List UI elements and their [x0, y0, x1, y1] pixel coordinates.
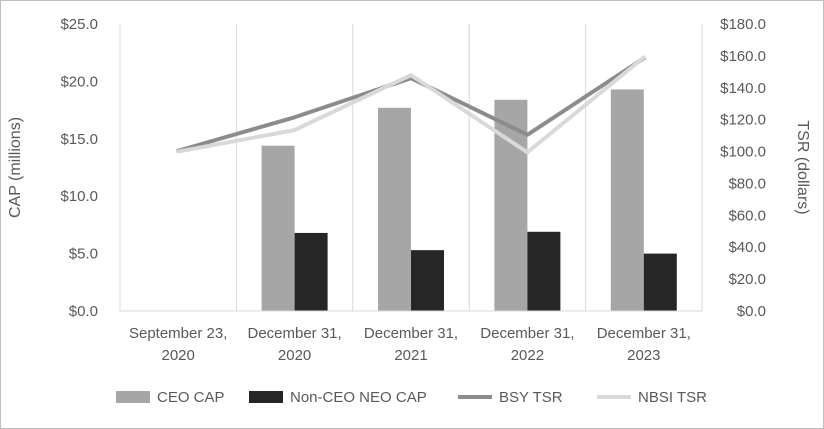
y-left-tick-label: $20.0 — [60, 73, 98, 90]
y-right-tick-label: $60.0 — [728, 207, 766, 224]
x-tick-label: 2023 — [627, 347, 660, 364]
y-right-tick-label: $80.0 — [728, 175, 766, 192]
x-tick-label: 2020 — [162, 347, 195, 364]
y-right-tick-label: $0.0 — [737, 303, 766, 320]
y-right-tick-label: $40.0 — [728, 239, 766, 256]
y-left-axis-title: CAP (millions) — [7, 117, 24, 218]
y-right-axis-title: TSR (dollars) — [794, 120, 811, 214]
bar-ceo-cap-2 — [378, 107, 411, 311]
legend-label: BSY TSR — [499, 389, 563, 406]
legend-swatch — [249, 391, 283, 403]
x-tick-label: December 31, — [597, 325, 691, 342]
bar-ceo-cap-4 — [610, 89, 644, 311]
bar-ceo-cap-1 — [261, 145, 295, 311]
y-right-tick-label: $160.0 — [720, 48, 766, 65]
x-tick-label: 2020 — [278, 347, 311, 364]
x-tick-label: September 23, — [129, 325, 227, 342]
bar-non-ceo-neo-cap-1 — [294, 232, 328, 311]
x-tick-label: December 31, — [480, 325, 574, 342]
y-left-tick-label: $25.0 — [60, 16, 98, 33]
legend-label: NBSI TSR — [638, 389, 707, 406]
x-tick-label: 2021 — [394, 347, 427, 364]
axes: $0.0 $5.0 $10.0 $15.0 $20.0 $25.0 $0.0 $20.0 $40… — [7, 16, 811, 364]
x-tick-label: December 31, — [364, 325, 458, 342]
y-left-tick-label: $10.0 — [60, 188, 98, 205]
legend-label: Non-CEO NEO CAP — [290, 389, 427, 406]
line-nbsi-tsr — [176, 55, 646, 155]
x-tick-label: December 31, — [247, 325, 341, 342]
gridlines — [119, 24, 703, 311]
y-right-tick-label: $100.0 — [720, 144, 766, 161]
legend: CEO CAP Non-CEO NEO CAP BSY TSR NBSI TSR — [116, 389, 707, 406]
y-left-tick-label: $0.0 — [69, 303, 98, 320]
y-left-tick-label: $5.0 — [69, 246, 98, 263]
y-left-tick-label: $15.0 — [60, 131, 98, 148]
y-right-tick-label: $180.0 — [720, 16, 766, 33]
line-bsy-tsr — [176, 56, 646, 153]
legend-swatch — [116, 391, 150, 403]
bar-non-ceo-neo-cap-3 — [527, 231, 561, 311]
y-right-tick-label: $20.0 — [728, 271, 766, 288]
y-right-tick-label: $120.0 — [720, 112, 766, 129]
line-series — [176, 55, 646, 155]
x-tick-label: 2022 — [511, 347, 544, 364]
bar-non-ceo-neo-cap-2 — [411, 250, 444, 311]
bar-non-ceo-neo-cap-4 — [643, 253, 677, 311]
y-right-tick-label: $140.0 — [720, 80, 766, 97]
legend-label: CEO CAP — [157, 389, 225, 406]
